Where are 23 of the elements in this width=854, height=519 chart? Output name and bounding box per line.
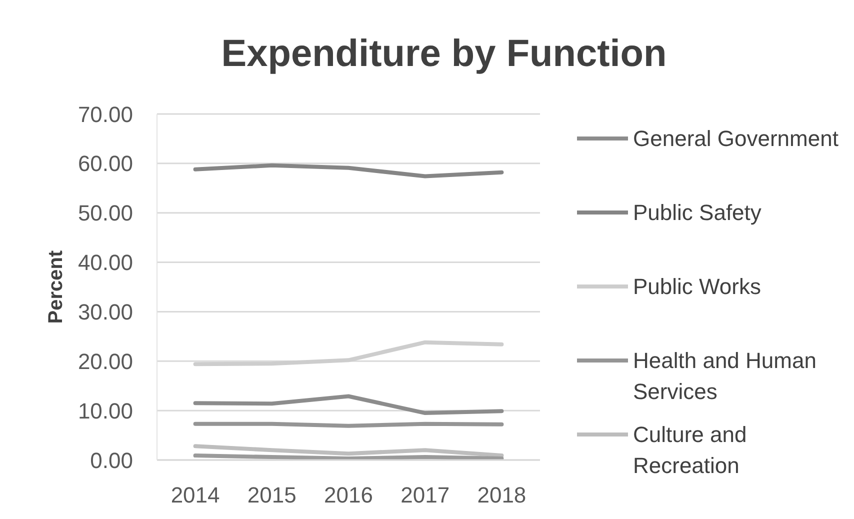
y-tick-label: 20.00 (78, 348, 133, 374)
x-tick-label: 2014 (170, 482, 220, 508)
y-tick-label: 60.00 (78, 151, 133, 176)
legend-label: General Government (633, 125, 838, 153)
legend-label: Public Works (633, 273, 761, 301)
x-tick-label: 2017 (400, 482, 450, 508)
x-tick-label: 2016 (324, 482, 373, 508)
x-tick-label: 2015 (247, 482, 296, 508)
legend-label: Culture and Recreation (633, 421, 748, 480)
legend-label: Public Safety (633, 199, 762, 227)
y-tick-label: 30.00 (78, 300, 133, 325)
y-tick-label: 40.00 (78, 250, 133, 276)
legend-label: Health and Human Services (633, 347, 818, 406)
line-series (193, 163, 504, 178)
y-tick-label: 70.00 (78, 102, 133, 127)
y-tick-label: 10.00 (78, 398, 133, 424)
line-series (193, 444, 504, 458)
y-axis-title: Percent (44, 250, 68, 324)
y-tick-label: 50.00 (78, 200, 133, 226)
x-tick-label: 2018 (477, 482, 526, 508)
line-series (193, 394, 504, 416)
y-tick-label: 0.00 (90, 448, 133, 473)
chart-title: Expenditure by Function (220, 32, 668, 76)
